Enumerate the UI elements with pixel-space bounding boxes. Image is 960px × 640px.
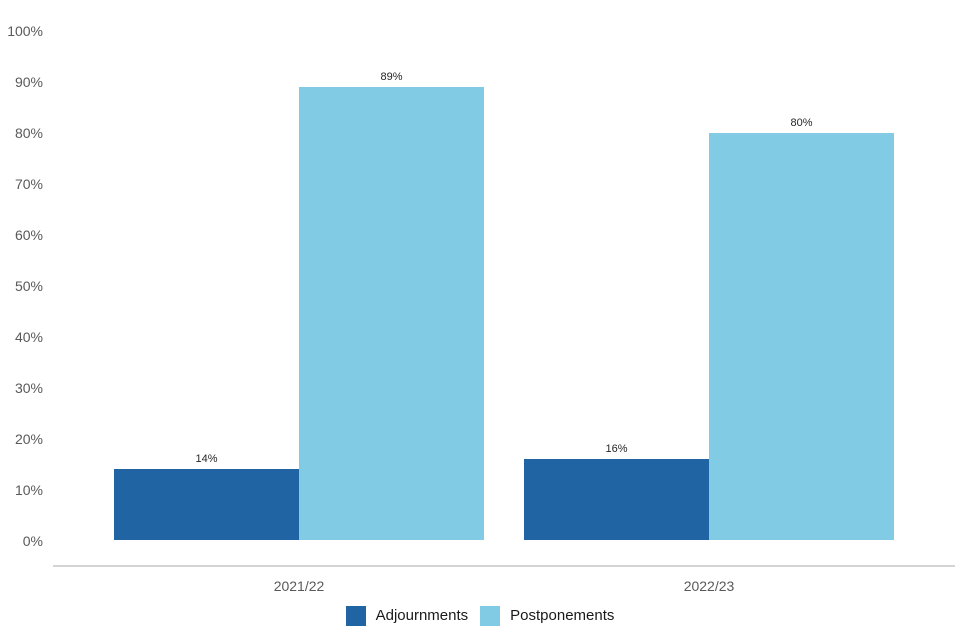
y-tick-label: 70%	[14, 175, 43, 192]
bar-adjournments-2021/22	[114, 469, 299, 541]
x-category-label: 2021/22	[273, 578, 325, 594]
x-category-label: 2022/23	[683, 578, 735, 594]
y-tick-label: 40%	[14, 328, 43, 345]
bar-postponements-2021/22	[299, 87, 484, 541]
y-tick-label: 10%	[14, 481, 43, 498]
y-tick-label: 50%	[14, 277, 43, 294]
bar-value-label: 16%	[605, 442, 628, 455]
bar-value-label: 89%	[380, 71, 403, 84]
y-tick-label: 90%	[14, 73, 43, 90]
bar-adjournments-2022/23	[524, 458, 709, 541]
y-tick-label: 0%	[22, 532, 43, 549]
bar-value-label: 80%	[790, 116, 813, 129]
legend-label: Adjournments	[375, 607, 469, 624]
legend: Adjournments Postponements	[0, 606, 960, 626]
legend-swatch	[480, 606, 501, 626]
y-tick-label: 100%	[7, 23, 43, 39]
y-tick-label: 60%	[14, 226, 43, 243]
legend-item-adjournments: Adjournments	[345, 606, 469, 626]
bar-postponements-2022/23	[709, 132, 894, 541]
y-tick-label: 30%	[14, 379, 43, 396]
legend-label: Postponements	[510, 607, 615, 624]
x-axis-line	[53, 565, 955, 567]
legend-swatch	[345, 606, 366, 626]
bar-value-label: 14%	[195, 453, 218, 466]
y-tick-label: 80%	[14, 124, 43, 141]
legend-item-postponements: Postponements	[480, 606, 614, 626]
y-tick-label: 20%	[14, 430, 43, 447]
